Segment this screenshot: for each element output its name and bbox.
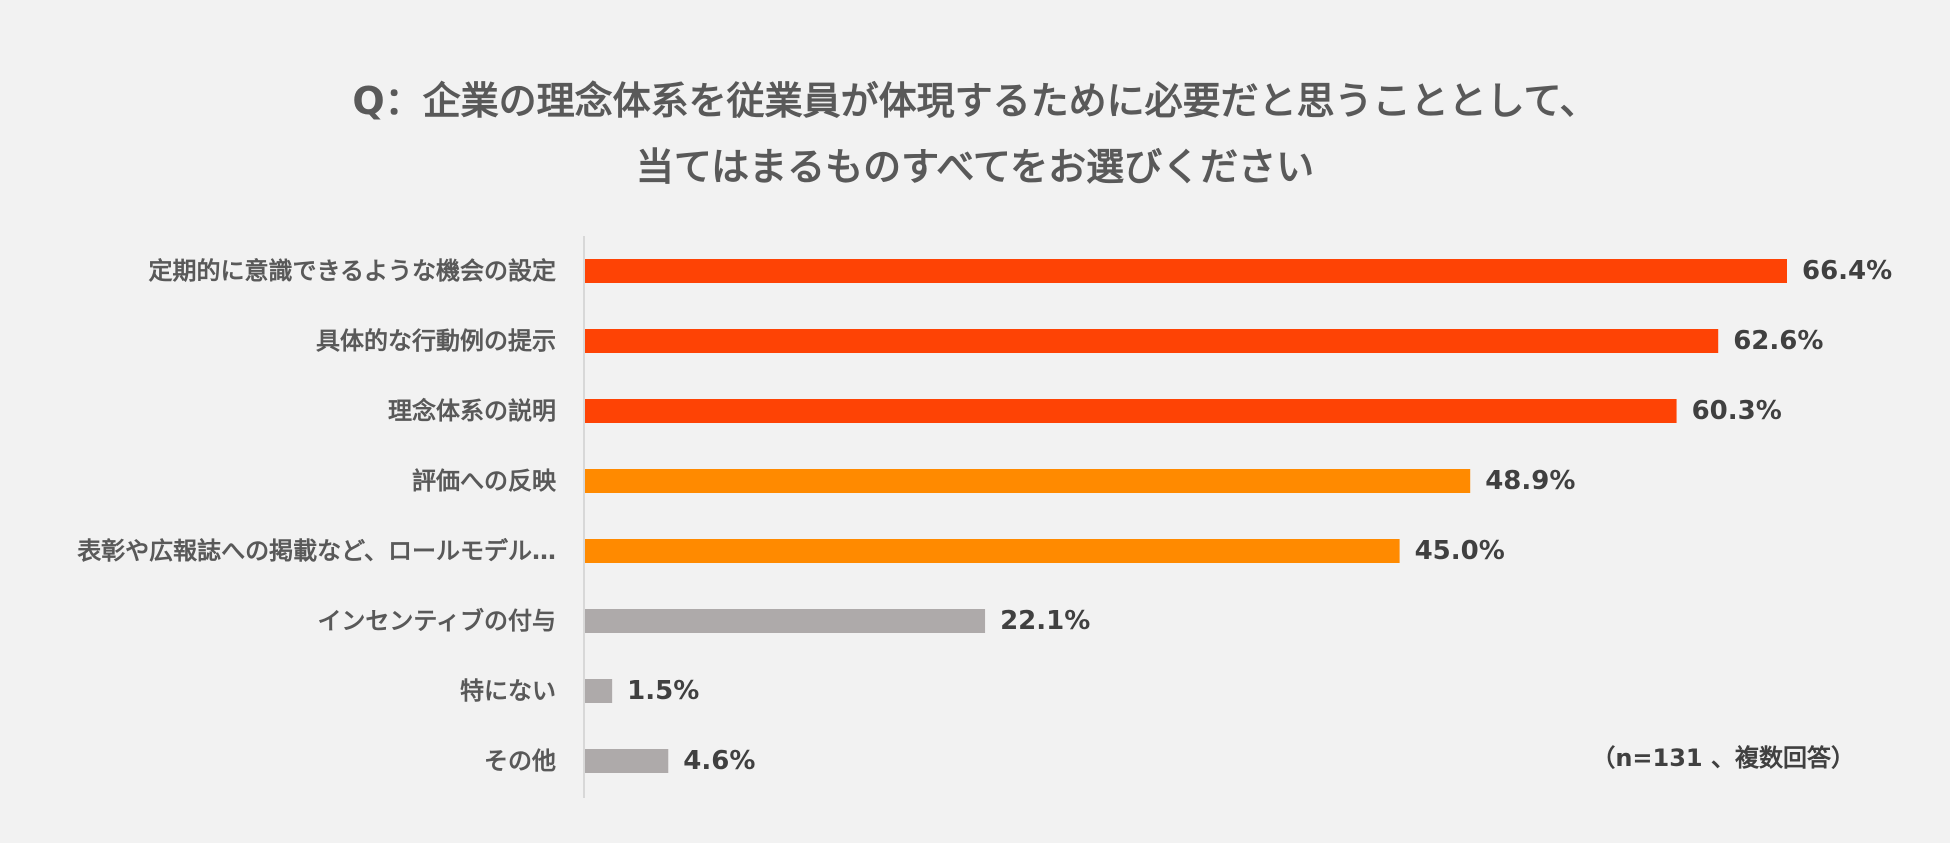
- bar: [585, 749, 669, 773]
- category-label: 表彰や広報誌への掲載など、ロールモデル…: [77, 537, 556, 565]
- category-label: 定期的に意識できるような機会の設定: [148, 257, 556, 285]
- bar: [585, 609, 986, 633]
- bar: [585, 399, 1677, 423]
- chart-title: Q：企業の理念体系を従業員が体現するために必要だと思うこととして、 当てはまるも…: [0, 68, 1950, 200]
- category-label: 理念体系の説明: [388, 397, 556, 425]
- value-label: 62.6%: [1733, 326, 1823, 356]
- value-label: 1.5%: [627, 676, 699, 706]
- chart-title-line-2: 当てはまるものすべてをお選びください: [635, 145, 1315, 189]
- sample-note: （n=131 、複数回答）: [1591, 744, 1855, 772]
- category-label: 評価への反映: [412, 467, 557, 495]
- value-label: 4.6%: [683, 746, 755, 776]
- bar: [585, 259, 1787, 283]
- value-label: 22.1%: [1000, 606, 1090, 636]
- value-label: 45.0%: [1415, 536, 1505, 566]
- bar: [585, 679, 613, 703]
- category-label: インセンティブの付与: [317, 607, 556, 635]
- category-label: 特にない: [460, 677, 556, 705]
- bar: [585, 469, 1471, 493]
- bar: [585, 539, 1400, 563]
- value-label: 66.4%: [1802, 256, 1892, 286]
- bar: [585, 329, 1719, 353]
- category-label: 具体的な行動例の提示: [316, 327, 556, 355]
- value-label: 60.3%: [1692, 396, 1782, 426]
- value-label: 48.9%: [1485, 466, 1575, 496]
- category-label: その他: [484, 747, 556, 775]
- chart-title-line-1: Q：企業の理念体系を従業員が体現するために必要だと思うこととして、: [352, 79, 1598, 123]
